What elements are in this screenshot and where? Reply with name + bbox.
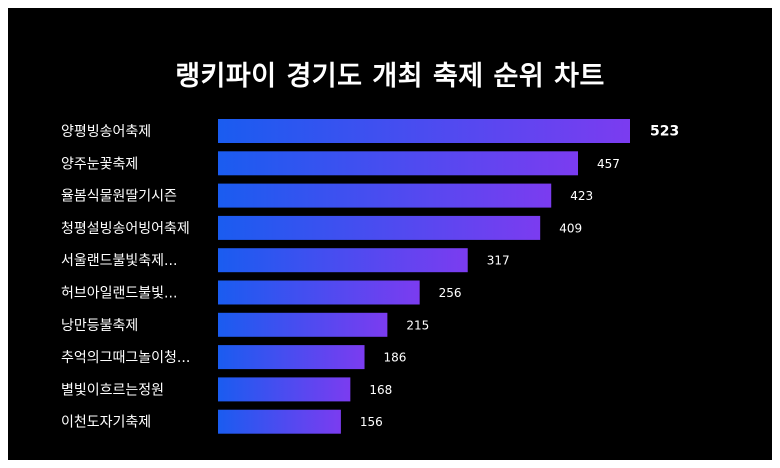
value-label: 256 [439,286,462,300]
category-label: 별빛이흐르는정원 [61,382,164,398]
value-label: 156 [360,415,383,429]
category-label: 양주눈꽃축제 [61,156,138,172]
category-label: 청평설빙송어빙어축제 [61,221,190,237]
chart-title: 랭키파이 경기도 개최 축제 순위 차트 [175,61,605,92]
bar [218,119,630,143]
category-label: 낭만등불축제 [61,318,138,334]
value-label: 423 [570,189,593,203]
chart-panel: 랭키파이 경기도 개최 축제 순위 차트 양평빙송어축제 523 양주눈꽃축제 457… [8,8,772,460]
value-label: 215 [406,318,429,332]
bar [218,183,552,208]
bar [218,409,341,434]
bar [218,248,468,273]
value-label: 409 [559,221,582,235]
bar [218,151,579,176]
category-label: 이천도자기축제 [61,415,151,431]
bar-chart: 양평빙송어축제 523 양주눈꽃축제 457 율봄식물원딸기시즌 423 청평설빙송어빙어축… [61,119,679,434]
category-label: 서울랜드불빛축제... [61,253,177,269]
category-label: 허브아일랜드불빛... [61,286,177,302]
value-label: 317 [487,254,510,268]
bar [218,312,388,337]
bar [218,215,541,240]
bar [218,280,420,305]
bar [218,345,365,370]
value-label: 457 [597,157,620,171]
bar [218,377,351,402]
category-label: 양평빙송어축제 [61,124,151,140]
category-label: 추억의그때그놀이청... [61,350,190,366]
category-label: 율봄식물원딸기시즌 [61,189,177,205]
value-label: 168 [369,383,392,397]
value-label: 186 [384,351,407,365]
value-label: 523 [650,124,679,140]
